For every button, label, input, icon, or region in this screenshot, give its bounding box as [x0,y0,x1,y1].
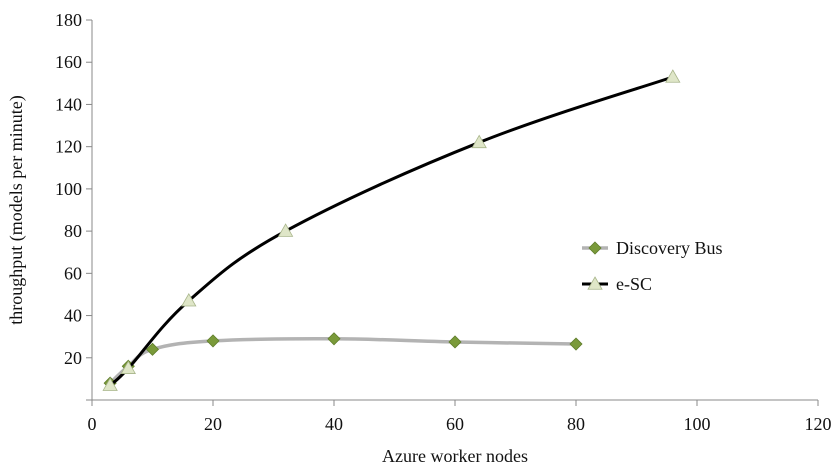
y-tick-label: 60 [64,263,82,283]
data-point [471,134,487,149]
series-line [108,336,578,385]
legend-item: Discovery Bus [582,238,723,258]
data-point [569,337,583,351]
x-tick-label: 60 [446,414,464,434]
x-tick-label: 100 [684,414,711,434]
y-tick-label: 20 [64,348,82,368]
data-point [277,223,294,237]
legend-label: e-SC [616,274,652,294]
data-point [145,342,160,356]
y-tick-label: 140 [55,94,82,114]
y-tick-label: 80 [64,221,82,241]
x-tick-label: 0 [88,414,97,434]
y-tick-label: 180 [55,10,82,30]
series-e-sc [102,69,681,391]
x-tick-label: 20 [204,414,222,434]
axes: 20 40 60 80 100 120 140 160 180 0 20 40 60 80 100 120 [55,10,832,434]
y-axis-title: throughput (models per minute) [6,95,27,324]
data-point [120,360,136,374]
x-axis-title: Azure worker nodes [382,446,528,466]
data-point [206,334,220,348]
data-point [181,292,197,307]
series-layer [102,69,681,391]
legend: Discovery Bus e-SC [582,238,723,294]
data-point [448,335,462,349]
series-discovery-bus [103,332,583,390]
legend-marker [588,241,602,255]
legend-label: Discovery Bus [616,238,723,258]
legend-marker [587,276,603,290]
y-tick-label: 120 [55,137,82,157]
data-point [327,332,341,346]
y-tick-label: 160 [55,52,82,72]
y-tick-label: 40 [64,306,82,326]
data-point [665,69,681,83]
x-tick-label: 40 [325,414,343,434]
legend-item: e-SC [582,274,652,294]
x-tick-label: 120 [805,414,832,434]
x-tick-label: 80 [567,414,585,434]
data-point [102,377,118,391]
y-tick-label: 100 [55,179,82,199]
